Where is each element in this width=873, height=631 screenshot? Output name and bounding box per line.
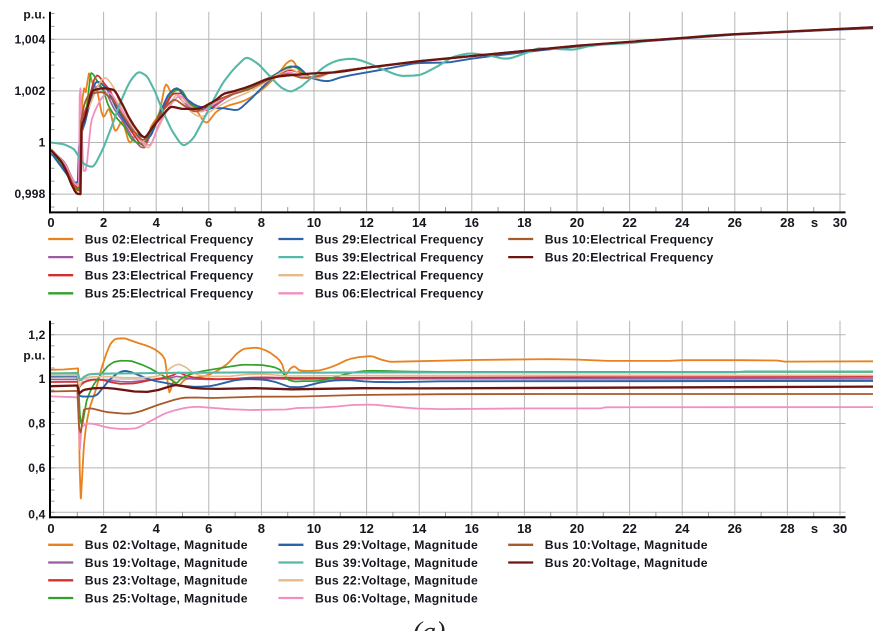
svg-text:24: 24 xyxy=(675,521,690,536)
svg-text:30: 30 xyxy=(833,521,847,536)
svg-text:28: 28 xyxy=(780,215,794,230)
svg-text:16: 16 xyxy=(465,521,479,536)
svg-text:2: 2 xyxy=(100,215,107,230)
svg-text:24: 24 xyxy=(675,215,690,230)
svg-text:22: 22 xyxy=(622,521,636,536)
svg-text:10: 10 xyxy=(307,521,321,536)
svg-text:6: 6 xyxy=(205,521,212,536)
svg-text:4: 4 xyxy=(153,215,161,230)
svg-text:p.u.: p.u. xyxy=(23,8,45,22)
svg-text:1: 1 xyxy=(39,372,46,386)
svg-text:14: 14 xyxy=(412,215,427,230)
svg-text:s: s xyxy=(811,521,818,536)
svg-text:18: 18 xyxy=(517,521,531,536)
svg-text:26: 26 xyxy=(728,521,742,536)
svg-text:12: 12 xyxy=(359,215,373,230)
svg-text:30: 30 xyxy=(833,215,847,230)
svg-text:1,002: 1,002 xyxy=(14,84,45,98)
svg-text:Bus 39:Electrical Frequency: Bus 39:Electrical Frequency xyxy=(315,250,484,264)
svg-text:14: 14 xyxy=(412,521,427,536)
svg-text:Bus 02:Voltage, Magnitude: Bus 02:Voltage, Magnitude xyxy=(85,538,248,552)
svg-text:20: 20 xyxy=(570,521,584,536)
svg-text:Bus 10:Electrical Frequency: Bus 10:Electrical Frequency xyxy=(545,232,714,246)
svg-text:s: s xyxy=(811,215,818,230)
svg-text:p.u.: p.u. xyxy=(23,349,45,363)
svg-text:Bus 10:Voltage, Magnitude: Bus 10:Voltage, Magnitude xyxy=(545,538,708,552)
svg-text:Bus 02:Electrical Frequency: Bus 02:Electrical Frequency xyxy=(85,232,254,246)
svg-text:28: 28 xyxy=(780,521,794,536)
svg-text:Bus 39:Voltage, Magnitude: Bus 39:Voltage, Magnitude xyxy=(315,556,478,570)
svg-text:Bus 23:Electrical Frequency: Bus 23:Electrical Frequency xyxy=(85,269,254,283)
svg-text:Bus 29:Voltage, Magnitude: Bus 29:Voltage, Magnitude xyxy=(315,538,478,552)
svg-text:10: 10 xyxy=(307,215,321,230)
svg-text:Bus 19:Voltage, Magnitude: Bus 19:Voltage, Magnitude xyxy=(85,556,248,570)
svg-text:8: 8 xyxy=(258,215,265,230)
svg-text:Bus 25:Electrical Frequency: Bus 25:Electrical Frequency xyxy=(85,287,254,301)
svg-text:20: 20 xyxy=(570,215,584,230)
svg-text:Bus 22:Electrical Frequency: Bus 22:Electrical Frequency xyxy=(315,269,484,283)
svg-text:8: 8 xyxy=(258,521,265,536)
svg-text:12: 12 xyxy=(359,521,373,536)
svg-text:22: 22 xyxy=(622,215,636,230)
svg-text:1,004: 1,004 xyxy=(14,32,45,46)
svg-text:Bus 20:Voltage, Magnitude: Bus 20:Voltage, Magnitude xyxy=(545,556,708,570)
svg-text:Bus 29:Electrical Frequency: Bus 29:Electrical Frequency xyxy=(315,232,484,246)
svg-text:26: 26 xyxy=(728,215,742,230)
svg-text:0,998: 0,998 xyxy=(14,187,45,201)
svg-text:1: 1 xyxy=(39,136,46,150)
svg-text:2: 2 xyxy=(100,521,107,536)
svg-text:6: 6 xyxy=(205,215,212,230)
svg-text:0,4: 0,4 xyxy=(28,507,45,521)
svg-text:Bus 22:Voltage, Magnitude: Bus 22:Voltage, Magnitude xyxy=(315,574,478,588)
svg-text:Bus 20:Electrical Frequency: Bus 20:Electrical Frequency xyxy=(545,250,714,264)
svg-text:(a): (a) xyxy=(413,617,446,631)
svg-text:Bus 06:Voltage, Magnitude: Bus 06:Voltage, Magnitude xyxy=(315,591,478,605)
svg-text:Bus 25:Voltage, Magnitude: Bus 25:Voltage, Magnitude xyxy=(85,591,248,605)
svg-text:0: 0 xyxy=(47,521,54,536)
svg-text:4: 4 xyxy=(153,521,161,536)
svg-text:Bus 19:Electrical Frequency: Bus 19:Electrical Frequency xyxy=(85,250,254,264)
svg-text:Bus 23:Voltage, Magnitude: Bus 23:Voltage, Magnitude xyxy=(85,574,248,588)
svg-text:0,8: 0,8 xyxy=(28,417,45,431)
svg-text:18: 18 xyxy=(517,215,531,230)
svg-text:16: 16 xyxy=(465,215,479,230)
svg-text:Bus 06:Electrical Frequency: Bus 06:Electrical Frequency xyxy=(315,287,484,301)
svg-text:0,6: 0,6 xyxy=(28,461,45,475)
svg-text:0: 0 xyxy=(47,215,54,230)
svg-text:1,2: 1,2 xyxy=(28,328,45,342)
